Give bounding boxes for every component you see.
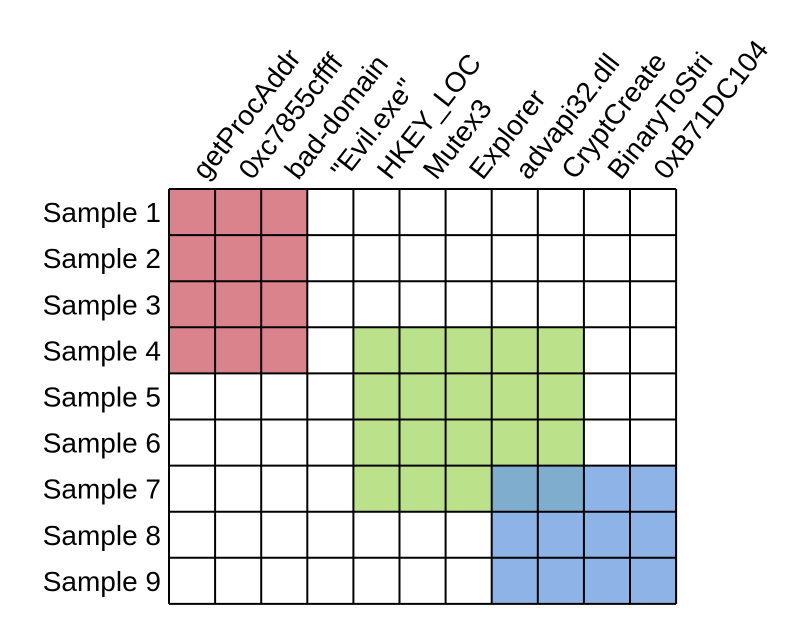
cluster-2-cell — [353, 465, 400, 512]
cluster-1-cell — [169, 327, 216, 374]
row-label: Sample 8 — [43, 520, 161, 551]
cluster-2-cell — [353, 419, 400, 466]
cluster-2-cell — [399, 419, 446, 466]
cluster-2-cell — [491, 419, 538, 466]
cluster-1-cell — [261, 327, 308, 374]
cluster-2-cell — [491, 373, 538, 420]
cluster-1-cell — [215, 189, 262, 236]
row-label: Sample 2 — [43, 243, 161, 274]
cluster-3-cell — [583, 465, 630, 512]
row-label: Sample 7 — [43, 474, 161, 505]
cluster-1-cell — [261, 235, 308, 282]
row-label: Sample 1 — [43, 197, 161, 228]
cluster-3-cell — [630, 465, 677, 512]
cluster-2-cell — [353, 373, 400, 420]
row-label: Sample 4 — [43, 335, 161, 366]
cluster-2-cell — [445, 327, 492, 374]
cluster-1-cell — [169, 189, 216, 236]
row-label: Sample 9 — [43, 566, 161, 597]
cluster-3-cell — [537, 557, 584, 604]
cluster-1-cell — [215, 281, 262, 328]
row-label: Sample 3 — [43, 289, 161, 320]
row-label: Sample 5 — [43, 381, 161, 412]
cluster-3-cell — [630, 557, 677, 604]
cluster-2-cell — [353, 327, 400, 374]
cluster-2-cell — [445, 465, 492, 512]
cluster-1-cell — [169, 281, 216, 328]
row-label: Sample 6 — [43, 428, 161, 459]
column-labels: getProcAddr0xc7855cffffbad-domain"Evil.e… — [186, 34, 774, 184]
row-labels: Sample 1 Sample 2 Sample 3 Sample 4 Sample 5… — [43, 197, 161, 597]
cluster-1-cell — [215, 327, 262, 374]
cluster-3-cell — [583, 511, 630, 558]
cluster-3-cell — [491, 465, 538, 512]
cluster-2-cell — [537, 419, 584, 466]
cluster-2-cell — [491, 327, 538, 374]
cluster-2-cell — [399, 373, 446, 420]
cluster-3-cell — [491, 511, 538, 558]
cluster-3-cell — [583, 557, 630, 604]
cluster-1-cell — [261, 189, 308, 236]
cluster-2-cell — [399, 327, 446, 374]
cluster-2-cell — [399, 465, 446, 512]
cluster-3-cell — [630, 511, 677, 558]
cluster-3-cell — [491, 557, 538, 604]
cluster-2-cell — [445, 419, 492, 466]
cluster-2-cell — [445, 373, 492, 420]
matrix-cells — [169, 189, 677, 604]
cluster-1-cell — [169, 235, 216, 282]
cluster-3-cell — [537, 511, 584, 558]
cluster-1-cell — [215, 235, 262, 282]
cluster-1-cell — [261, 281, 308, 328]
cluster-2-cell — [537, 373, 584, 420]
cluster-3-cell — [537, 465, 584, 512]
cluster-2-cell — [537, 327, 584, 374]
matrix-gridlines — [168, 188, 678, 605]
